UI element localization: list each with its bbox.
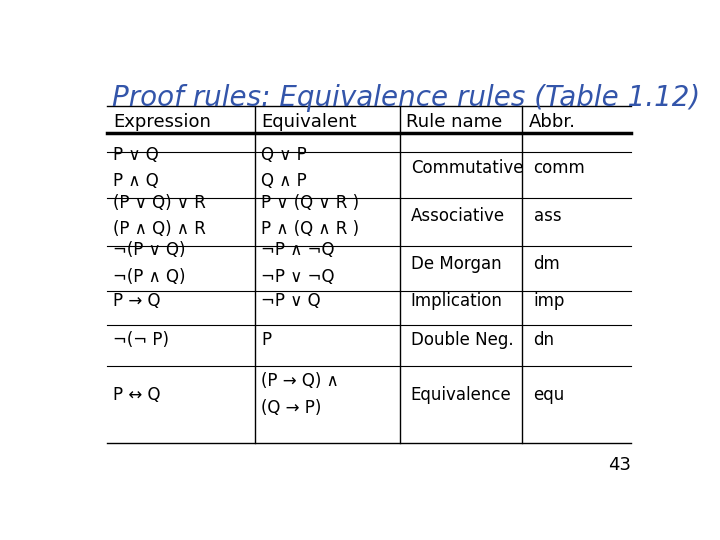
Text: P ∨ (Q ∨ R )
P ∧ (Q ∧ R ): P ∨ (Q ∨ R ) P ∧ (Q ∧ R ) [261,193,359,238]
Text: 43: 43 [608,456,631,474]
Text: P: P [261,332,271,349]
Text: comm: comm [534,159,585,177]
Text: ass: ass [534,207,561,225]
Text: P ∨ Q
P ∧ Q: P ∨ Q P ∧ Q [114,146,159,190]
Text: Proof rules: Equivalence rules (Table 1.12): Proof rules: Equivalence rules (Table 1.… [112,84,701,112]
Text: P ↔ Q: P ↔ Q [114,386,161,403]
Text: Double Neg.: Double Neg. [411,332,513,349]
Text: (P → Q) ∧
(Q → P): (P → Q) ∧ (Q → P) [261,372,339,417]
Text: imp: imp [534,292,565,310]
Text: P → Q: P → Q [114,292,161,310]
Text: ¬(P ∨ Q)
¬(P ∧ Q): ¬(P ∨ Q) ¬(P ∧ Q) [114,241,186,286]
Text: dm: dm [534,254,560,273]
Text: Implication: Implication [411,292,503,310]
Text: ¬P ∨ Q: ¬P ∨ Q [261,292,321,310]
Text: ¬(¬ P): ¬(¬ P) [114,332,169,349]
Text: (P ∨ Q) ∨ R
(P ∧ Q) ∧ R: (P ∨ Q) ∨ R (P ∧ Q) ∧ R [114,193,207,238]
Text: ¬P ∧ ¬Q
¬P ∨ ¬Q: ¬P ∧ ¬Q ¬P ∨ ¬Q [261,241,335,286]
Text: Associative: Associative [411,207,505,225]
Text: Abbr.: Abbr. [529,113,576,131]
Text: dn: dn [534,332,554,349]
Text: Expression: Expression [114,113,211,131]
Text: Rule name: Rule name [406,113,503,131]
Text: equ: equ [534,386,565,403]
Text: Q ∨ P
Q ∧ P: Q ∨ P Q ∧ P [261,146,307,190]
Text: Equivalence: Equivalence [411,386,512,403]
Text: De Morgan: De Morgan [411,254,501,273]
Text: Equivalent: Equivalent [261,113,357,131]
Text: Commutative: Commutative [411,159,523,177]
